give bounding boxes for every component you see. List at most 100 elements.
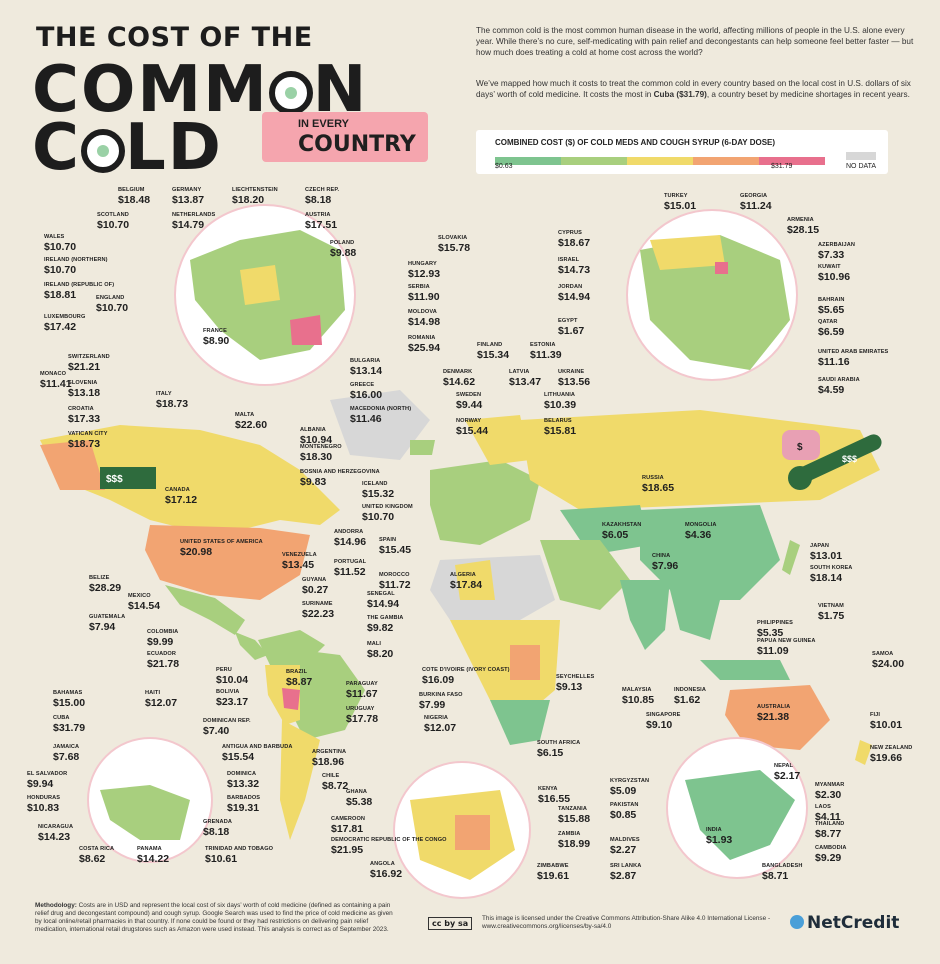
country-label: NEPAL $2.17 xyxy=(774,763,800,781)
country-label: MALDIVES $2.27 xyxy=(610,837,640,855)
country-label: CYPRUS $18.67 xyxy=(558,230,590,248)
country-name: ANGOLA xyxy=(370,861,395,867)
country-name: COLOMBIA xyxy=(147,629,179,635)
country-name: CHINA xyxy=(652,553,671,559)
country-label: KUWAIT $10.96 xyxy=(818,264,850,282)
country-name: URUGUAY xyxy=(346,706,375,712)
country-cost: $14.73 xyxy=(558,263,591,276)
country-label: IRELAND (NORTHERN) $10.70 xyxy=(44,257,108,276)
country-cost: $7.99 xyxy=(419,698,446,711)
country-cost: $1.62 xyxy=(674,693,701,706)
methodology-text: Costs are in USD and represent the local… xyxy=(35,902,393,933)
country-name: ANTIGUA AND BARBUDA xyxy=(222,744,293,750)
europe-shape xyxy=(430,460,540,545)
country-label: CAMBODIA $9.29 xyxy=(815,845,847,863)
country-label: COLOMBIA $9.99 xyxy=(147,629,179,647)
country-cost: $16.09 xyxy=(422,673,455,686)
country-name: MALAYSIA xyxy=(622,687,652,693)
country-cost: $15.00 xyxy=(53,696,86,709)
country-name: EGYPT xyxy=(558,318,578,324)
country-cost: $21.38 xyxy=(757,710,790,723)
country-cost: $8.77 xyxy=(815,827,842,840)
country-name: MYANMAR xyxy=(815,782,845,788)
country-name: CROATIA xyxy=(68,406,94,412)
country-name: MONGOLIA xyxy=(685,522,717,528)
country-label: ROMANIA $25.94 xyxy=(408,335,440,353)
country-name: UNITED STATES OF AMERICA xyxy=(180,539,263,545)
country-label: ARMENIA $28.15 xyxy=(787,217,819,235)
country-name: ENGLAND xyxy=(96,295,125,301)
country-label: PERU $10.04 xyxy=(216,667,248,685)
country-label: BANGLADESH $8.71 xyxy=(762,863,802,881)
country-name: GHANA xyxy=(346,789,368,795)
country-name: BULGARIA xyxy=(350,358,381,364)
country-label: SRI LANKA $2.87 xyxy=(610,863,641,881)
country-name: NEW ZEALAND xyxy=(870,745,913,751)
canada-money-label: $$$ xyxy=(106,474,123,485)
iceland-shape xyxy=(410,440,435,455)
country-name: DOMINICAN REP. xyxy=(203,718,251,724)
country-cost: $0.85 xyxy=(610,808,637,821)
country-label: PORTUGAL $11.52 xyxy=(334,559,366,577)
country-label: MALAYSIA $10.85 xyxy=(622,687,655,706)
mongolia-china-shape xyxy=(640,505,780,600)
country-cost: $10.70 xyxy=(44,263,77,276)
country-label: LITHUANIA $10.39 xyxy=(544,392,577,411)
country-name: SENEGAL xyxy=(367,591,395,597)
country-name: CYPRUS xyxy=(558,230,582,236)
country-name: ICELAND xyxy=(362,481,388,487)
country-name: LITHUANIA xyxy=(544,392,576,398)
country-cost: $13.87 xyxy=(172,193,205,206)
brazil-shape xyxy=(285,650,365,740)
country-name: BELGIUM xyxy=(118,187,145,193)
country-label: URUGUAY $17.78 xyxy=(346,706,378,724)
middle-east-inset-land xyxy=(640,235,790,370)
country-label: COTE D'IVOIRE (IVORY COAST) $16.09 xyxy=(422,667,510,686)
country-name: KUWAIT xyxy=(818,264,841,270)
country-label: GREECE $16.00 xyxy=(350,382,382,400)
country-label: DOMINICAN REP. $7.40 xyxy=(203,718,251,736)
indonesia-shape xyxy=(700,660,790,680)
title-common-part2: N xyxy=(312,53,369,127)
country-cost: $15.45 xyxy=(379,543,412,556)
license-text: This image is licensed under the Creativ… xyxy=(482,915,771,930)
country-cost: $9.10 xyxy=(646,718,673,731)
country-name: MACEDONIA (NORTH) xyxy=(350,406,412,412)
country-cost: $31.79 xyxy=(53,721,86,734)
country-name: PHILIPPINES xyxy=(757,620,793,626)
alaska-shape xyxy=(40,440,105,490)
country-cost: $10.85 xyxy=(622,693,655,706)
country-name: INDONESIA xyxy=(674,687,706,693)
country-label: NETHERLANDS $14.79 xyxy=(172,212,215,230)
country-label: ECUADOR $21.78 xyxy=(147,651,180,670)
country-name: CUBA xyxy=(53,715,70,721)
country-label: SLOVENIA $13.18 xyxy=(68,380,100,398)
country-name: UKRAINE xyxy=(558,369,585,375)
country-label: SPAIN $15.45 xyxy=(379,537,412,556)
country-cost: $8.18 xyxy=(203,825,230,838)
country-name: DENMARK xyxy=(443,369,473,375)
country-label: UNITED ARAB EMIRATES $11.16 xyxy=(818,349,889,367)
legend-min: $0.63 xyxy=(495,163,513,170)
country-label: GUYANA $0.27 xyxy=(302,577,328,595)
country-name: GRENADA xyxy=(203,819,232,825)
country-cost: $11.67 xyxy=(346,687,378,700)
country-cost: $21.78 xyxy=(147,657,180,670)
methodology-label: Methodology: xyxy=(35,902,77,909)
country-cost: $10.39 xyxy=(544,398,577,411)
country-cost: $14.23 xyxy=(38,830,71,843)
country-label: ANGOLA $16.92 xyxy=(370,861,402,879)
country-name: UNITED ARAB EMIRATES xyxy=(818,349,889,355)
country-cost: $5.35 xyxy=(757,626,784,639)
southern-africa-shape xyxy=(490,700,550,745)
country-label: EGYPT $1.67 xyxy=(558,318,584,336)
country-cost: $17.84 xyxy=(450,578,483,591)
country-label: ANTIGUA AND BARBUDA $15.54 xyxy=(222,744,293,762)
country-label: PARAGUAY $11.67 xyxy=(346,681,378,700)
country-name: CHILE xyxy=(322,773,340,779)
title-tag xyxy=(262,112,428,162)
intro-paragraph-1: The common cold is the most common human… xyxy=(476,26,914,57)
country-name: GUYANA xyxy=(302,577,327,583)
country-name: WALES xyxy=(44,234,65,240)
country-cost: $4.59 xyxy=(818,383,845,396)
